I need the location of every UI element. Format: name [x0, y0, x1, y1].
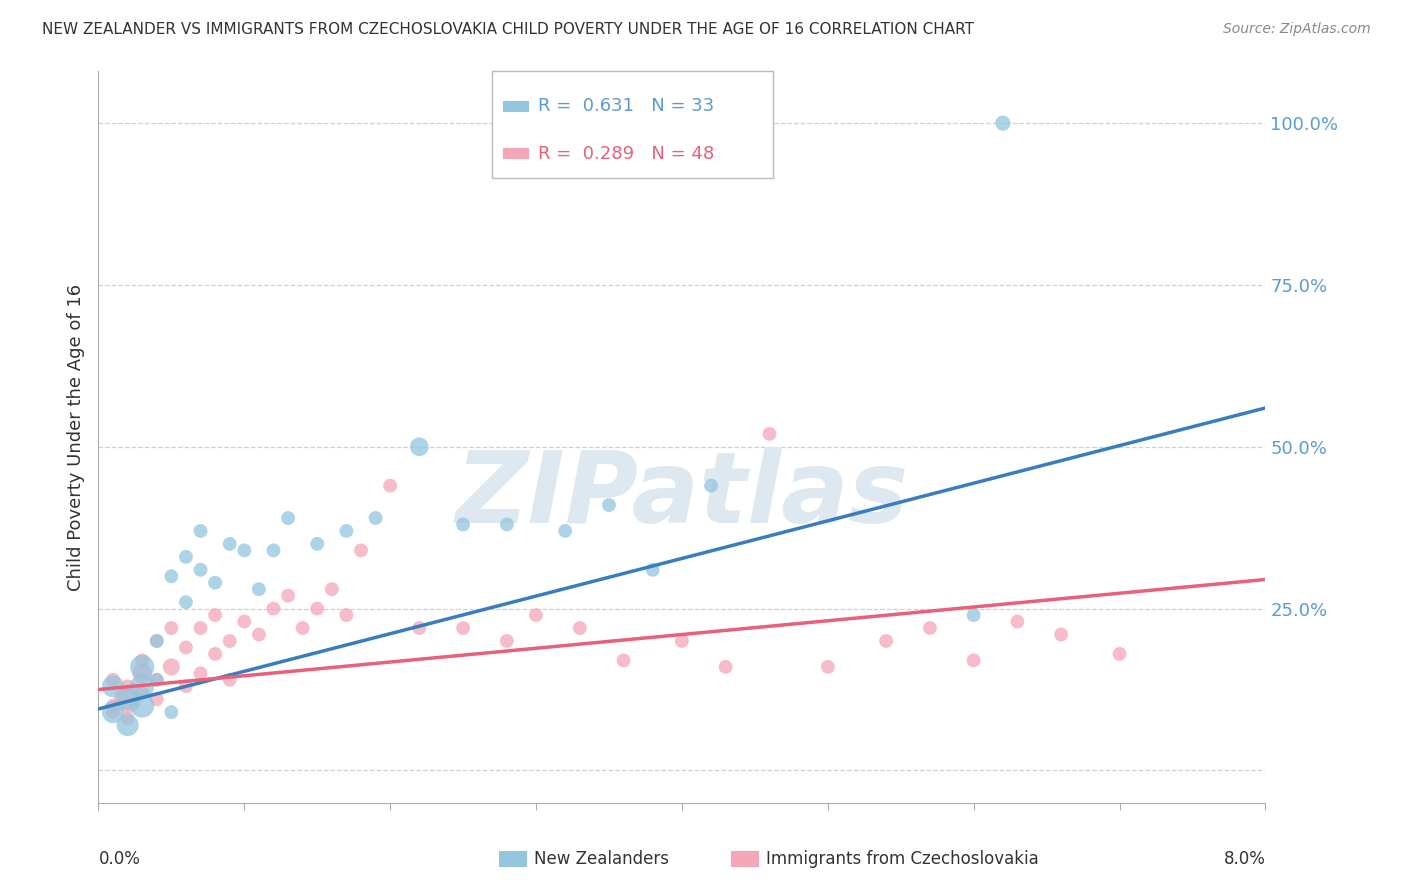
Point — [1108, 647, 1130, 661]
Point — [146, 634, 169, 648]
Point — [131, 698, 153, 713]
Point — [131, 660, 153, 674]
Point — [307, 537, 329, 551]
Point — [218, 634, 240, 648]
Text: 8.0%: 8.0% — [1223, 850, 1265, 868]
Point — [101, 679, 124, 693]
Point — [190, 666, 212, 681]
Point — [204, 575, 226, 590]
Point — [291, 621, 314, 635]
Point — [408, 621, 430, 635]
Point — [277, 511, 299, 525]
Point — [714, 660, 737, 674]
Point — [131, 666, 153, 681]
Point — [307, 601, 329, 615]
Point — [496, 517, 519, 532]
Point — [218, 537, 240, 551]
Point — [962, 608, 984, 623]
Point — [101, 673, 124, 687]
Point — [190, 563, 212, 577]
Y-axis label: Child Poverty Under the Age of 16: Child Poverty Under the Age of 16 — [66, 284, 84, 591]
Point — [160, 705, 183, 719]
Point — [380, 478, 402, 492]
Point — [101, 698, 124, 713]
Point — [758, 426, 780, 441]
Point — [204, 647, 226, 661]
Point — [174, 679, 197, 693]
Point — [496, 634, 519, 648]
Point — [146, 673, 169, 687]
Point — [408, 440, 430, 454]
Text: NEW ZEALANDER VS IMMIGRANTS FROM CZECHOSLOVAKIA CHILD POVERTY UNDER THE AGE OF 1: NEW ZEALANDER VS IMMIGRANTS FROM CZECHOS… — [42, 22, 974, 37]
Point — [233, 543, 256, 558]
Point — [262, 601, 284, 615]
Point — [174, 595, 197, 609]
Point — [174, 640, 197, 655]
Point — [277, 589, 299, 603]
Point — [817, 660, 839, 674]
Point — [451, 621, 474, 635]
Point — [190, 524, 212, 538]
Point — [131, 679, 153, 693]
Point — [190, 621, 212, 635]
Point — [568, 621, 591, 635]
Text: R =  0.631   N = 33: R = 0.631 N = 33 — [538, 97, 714, 115]
Point — [598, 498, 620, 512]
Point — [335, 524, 357, 538]
Text: New Zealanders: New Zealanders — [534, 850, 669, 868]
Point — [146, 692, 169, 706]
Point — [524, 608, 547, 623]
Point — [174, 549, 197, 564]
Point — [160, 621, 183, 635]
Text: R =  0.289   N = 48: R = 0.289 N = 48 — [538, 145, 714, 162]
Point — [117, 692, 139, 706]
Point — [321, 582, 343, 597]
Point — [204, 608, 226, 623]
Point — [101, 705, 124, 719]
Point — [1050, 627, 1073, 641]
Point — [146, 634, 169, 648]
Text: 0.0%: 0.0% — [98, 850, 141, 868]
Point — [641, 563, 664, 577]
Point — [335, 608, 357, 623]
Point — [962, 653, 984, 667]
Point — [247, 582, 270, 597]
Text: Immigrants from Czechoslovakia: Immigrants from Czechoslovakia — [766, 850, 1039, 868]
Point — [991, 116, 1014, 130]
Point — [350, 543, 373, 558]
Point — [918, 621, 941, 635]
Point — [1007, 615, 1029, 629]
Point — [131, 653, 153, 667]
Point — [262, 543, 284, 558]
Text: Source: ZipAtlas.com: Source: ZipAtlas.com — [1223, 22, 1371, 37]
Text: ZIPatlas: ZIPatlas — [456, 447, 908, 544]
Point — [875, 634, 897, 648]
Point — [247, 627, 270, 641]
Point — [612, 653, 634, 667]
Point — [671, 634, 693, 648]
Point — [554, 524, 576, 538]
Point — [146, 673, 169, 687]
Point — [117, 718, 139, 732]
Point — [364, 511, 387, 525]
Point — [700, 478, 723, 492]
Point — [160, 660, 183, 674]
Point — [160, 569, 183, 583]
Point — [233, 615, 256, 629]
Point — [101, 705, 124, 719]
Point — [131, 686, 153, 700]
Point — [451, 517, 474, 532]
Point — [218, 673, 240, 687]
Point — [117, 692, 139, 706]
Point — [117, 712, 139, 726]
Point — [117, 679, 139, 693]
